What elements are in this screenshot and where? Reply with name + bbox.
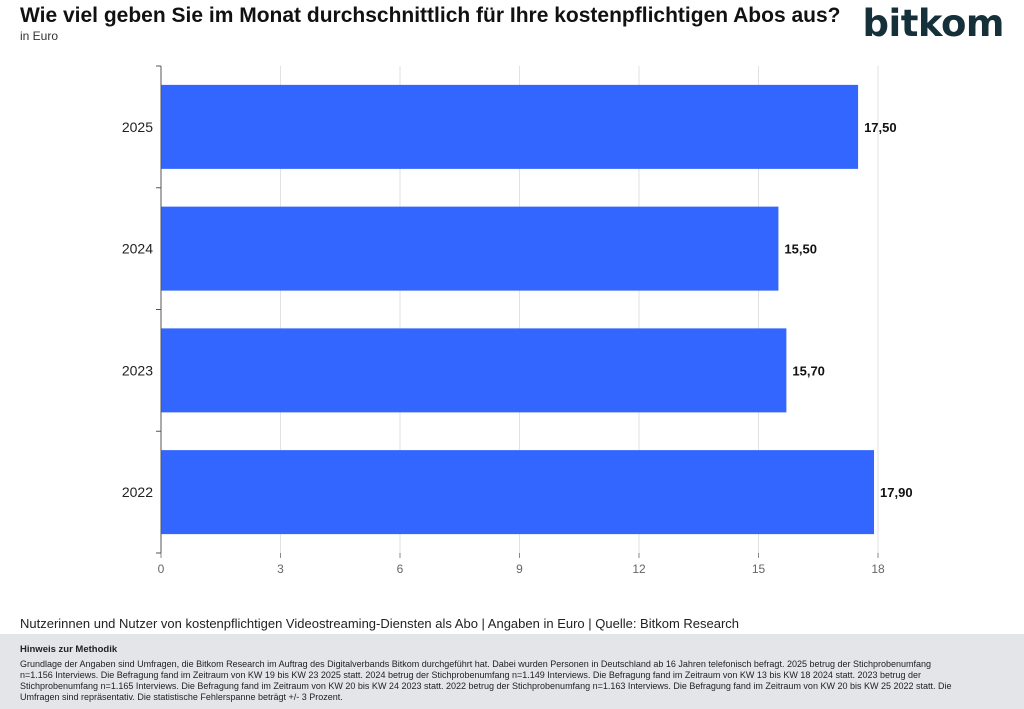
- labels: 0 3 6 9 12 15 18 2025 17,50 2024 15,50 2023 15,70 202…: [122, 119, 913, 576]
- methodology-box: Hinweis zur Methodik Grundlage der Angab…: [0, 634, 1024, 709]
- value-label: 17,90: [880, 485, 913, 500]
- category-label: 2024: [122, 241, 153, 257]
- category-label: 2025: [122, 119, 153, 135]
- x-tick-label: 15: [752, 562, 766, 576]
- axes: [156, 65, 879, 558]
- bars: [161, 84, 875, 535]
- x-tick-label: 3: [277, 562, 284, 576]
- bar-2023: [161, 328, 787, 413]
- x-tick-label: 9: [516, 562, 523, 576]
- value-label: 15,50: [784, 242, 817, 257]
- source-note: Nutzerinnen und Nutzer von kostenpflicht…: [20, 616, 740, 631]
- x-tick-label: 12: [632, 562, 646, 576]
- value-label: 15,70: [792, 363, 825, 378]
- x-tick-label: 18: [871, 562, 885, 576]
- bar-chart: 0 3 6 9 12 15 18 2025 17,50 2024 15,50 2023 15,70 202…: [122, 65, 913, 576]
- methodology-text: Grundlage der Angaben sind Umfragen, die…: [20, 659, 952, 702]
- methodology-title: Hinweis zur Methodik: [20, 644, 118, 655]
- bar-2022: [161, 450, 875, 535]
- bar-2025: [161, 84, 859, 169]
- category-label: 2022: [122, 484, 153, 500]
- bar-2024: [161, 206, 779, 291]
- chart-subtitle: in Euro: [20, 29, 59, 43]
- value-label: 17,50: [864, 120, 897, 135]
- chart-title: Wie viel geben Sie im Monat durchschnitt…: [20, 4, 841, 27]
- x-tick-label: 0: [158, 562, 165, 576]
- x-tick-label: 6: [397, 562, 404, 576]
- category-label: 2023: [122, 362, 153, 378]
- bitkom-logo: bitkom: [862, 2, 1005, 45]
